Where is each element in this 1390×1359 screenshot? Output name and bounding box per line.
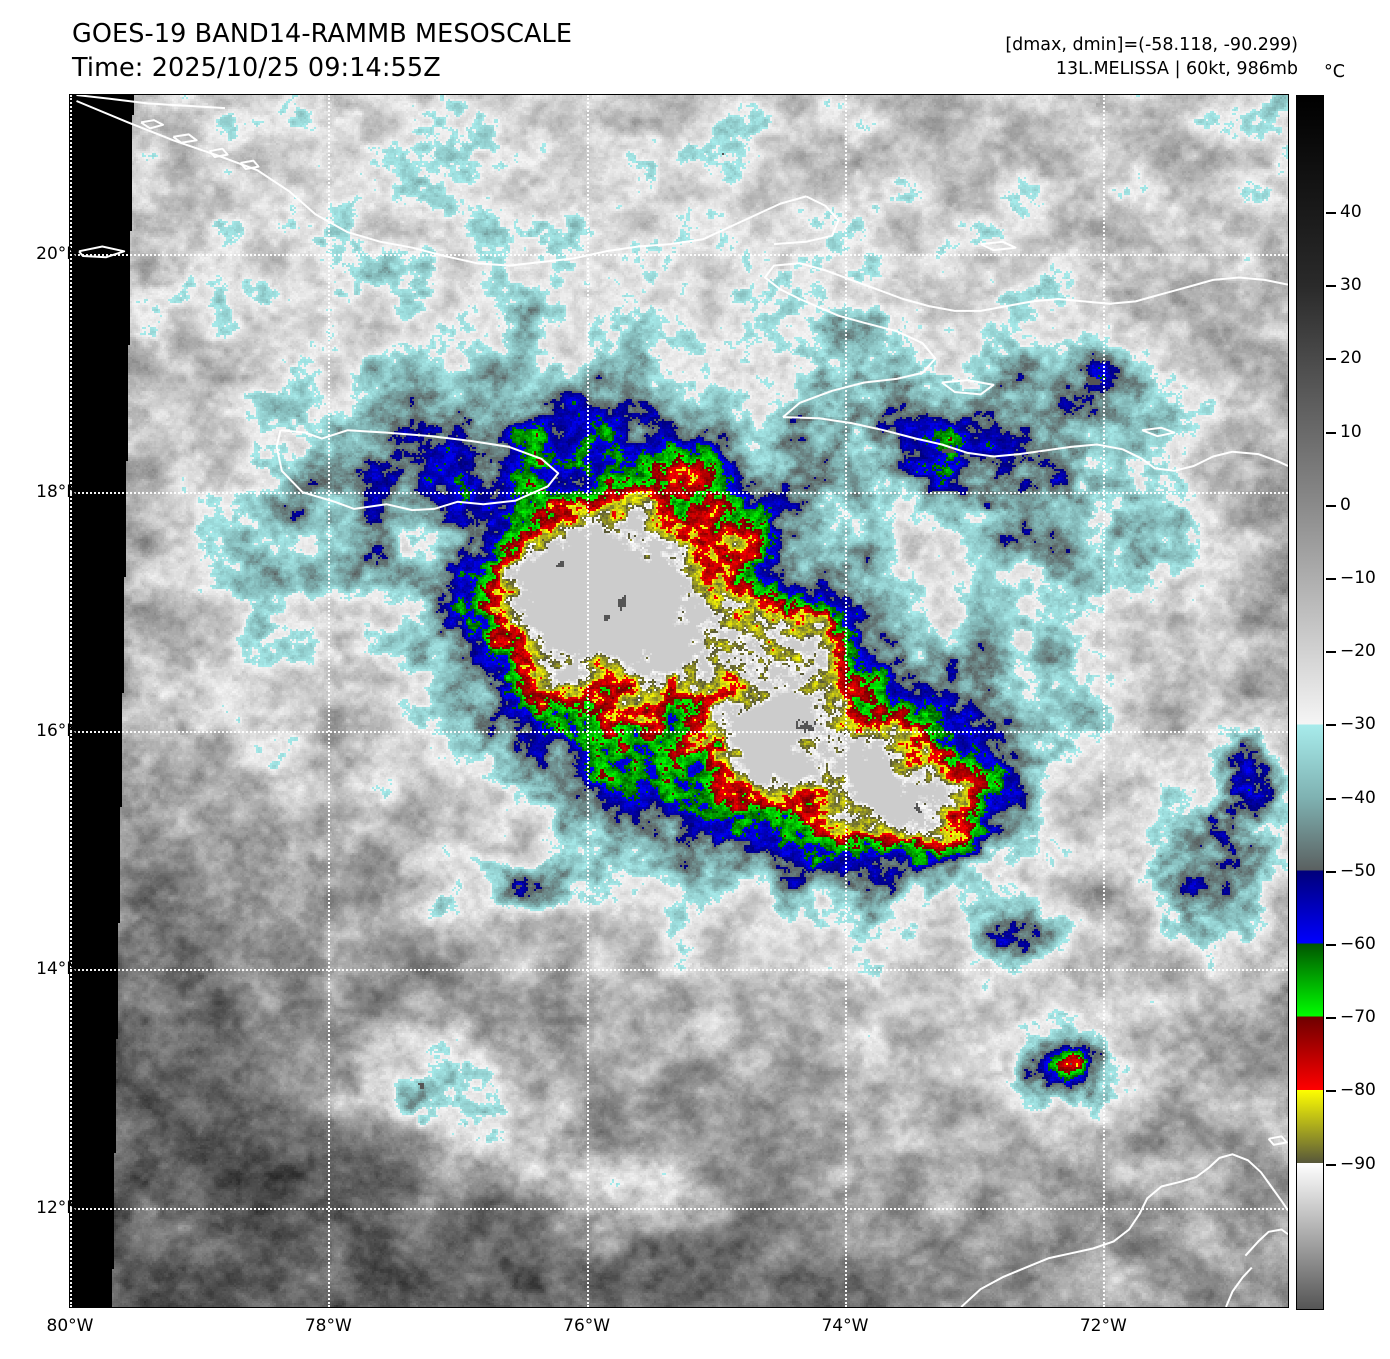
coastline-tortuga <box>980 240 1017 252</box>
lat-tick-label: 18°N <box>36 482 79 503</box>
coastline-small-island-b <box>172 133 198 144</box>
colorbar-tick <box>1326 724 1336 727</box>
gridline-lat-18n <box>70 492 1288 495</box>
colorbar-tick-label: 0 <box>1340 494 1351 515</box>
colorbar-gradient <box>1297 96 1323 1309</box>
colorbar-tick-label: −50 <box>1340 860 1376 881</box>
satellite-imagery <box>70 95 1288 1307</box>
colorbar-tick-label: −30 <box>1340 714 1376 735</box>
coastline-cuba-east <box>773 195 840 246</box>
colorbar-tick-label: −70 <box>1340 1007 1376 1028</box>
colorbar-tick-label: 40 <box>1340 202 1362 223</box>
coastline-colombia <box>960 1153 1288 1307</box>
gridline-lon-74w <box>844 95 847 1307</box>
lat-tick-label: 12°N <box>36 1197 79 1218</box>
colorbar-tick <box>1326 358 1336 361</box>
colorbar-tick <box>1326 870 1336 873</box>
coastline-jamaica <box>275 429 560 512</box>
dmax-dmin-readout: [dmax, dmin]=(-58.118, -90.299) <box>1005 35 1298 55</box>
lat-tick-label: 20°N <box>36 243 79 264</box>
coastline-small-island-a <box>140 119 164 130</box>
coastline-overlay <box>76 95 1288 1307</box>
coastline-aruba <box>1267 1135 1288 1146</box>
colorbar-tick-label: 20 <box>1340 348 1362 369</box>
colorbar-tick-label: −60 <box>1340 934 1376 955</box>
colorbar-tick-label: 10 <box>1340 421 1362 442</box>
colorbar-tick-label: −90 <box>1340 1153 1376 1174</box>
gridline-lat-12n <box>70 1207 1288 1210</box>
colorbar-unit-label: °C <box>1324 62 1345 82</box>
colorbar-tick-label: −40 <box>1340 787 1376 808</box>
gridline-lon-80w <box>70 95 72 1307</box>
colorbar-tick-label: −80 <box>1340 1080 1376 1101</box>
lat-tick-label: 14°N <box>36 959 79 980</box>
lon-tick-label: 80°W <box>46 1316 94 1336</box>
gridline-lon-72w <box>1103 95 1106 1307</box>
colorbar-tick-label: −20 <box>1340 641 1376 662</box>
colorbar-tick <box>1326 578 1336 581</box>
coastline-maracaibo <box>1225 1266 1253 1307</box>
colorbar-tick-label: −10 <box>1340 568 1376 589</box>
colorbar-tick <box>1326 944 1336 947</box>
header-left: GOES-19 BAND14-RAMMB MESOSCALE Time: 202… <box>72 18 572 85</box>
coastline-gonave <box>941 379 995 396</box>
lat-tick-label: 16°N <box>36 720 79 741</box>
storm-info: 13L.MELISSA | 60kt, 986mb <box>1055 59 1298 80</box>
colorbar-tick <box>1326 1090 1336 1093</box>
colorbar-tick-label: 30 <box>1340 275 1362 296</box>
colorbar-tick <box>1326 651 1336 654</box>
page-title: GOES-19 BAND14-RAMMB MESOSCALE <box>72 19 573 49</box>
colorbar-tick <box>1326 797 1336 800</box>
coastline-venezuela <box>1244 1228 1288 1257</box>
colorbar-tick <box>1326 504 1336 507</box>
lon-tick-label: 76°W <box>563 1316 611 1336</box>
colorbar <box>1296 95 1324 1310</box>
colorbar-tick <box>1326 1163 1336 1166</box>
header-right: [dmax, dmin]=(-58.118, -90.299) 13L.MELI… <box>1005 33 1298 81</box>
gridline-lon-78w <box>328 95 331 1307</box>
lon-tick-label: 74°W <box>821 1316 869 1336</box>
gridline-lat-20n <box>70 253 1288 256</box>
colorbar-tick <box>1326 431 1336 434</box>
coastline-small-island-d <box>239 159 260 170</box>
lon-tick-label: 78°W <box>304 1316 352 1336</box>
coastline-cuba-north <box>76 95 226 110</box>
colorbar-tick <box>1326 285 1336 288</box>
colorbar-tick <box>1326 1017 1336 1020</box>
lon-tick-label: 72°W <box>1079 1316 1127 1336</box>
graticule <box>70 95 1288 1307</box>
gridline-lon-76w <box>586 95 589 1307</box>
coastline-lake-enriquillo <box>1141 426 1176 438</box>
coastline-cuba-south <box>76 100 807 267</box>
gridline-lat-14n <box>70 969 1288 972</box>
timestamp: Time: 2025/10/25 09:14:55Z <box>72 52 441 83</box>
coastline-hispaniola-north <box>763 262 1288 418</box>
coastline-small-island-c <box>208 147 229 158</box>
gridline-lat-16n <box>70 730 1288 733</box>
coastline-hispaniola-south <box>782 416 1288 472</box>
colorbar-tick <box>1326 212 1336 215</box>
satellite-map[interactable]: Copyright © 2020-2025 Dapiya <box>70 95 1288 1307</box>
